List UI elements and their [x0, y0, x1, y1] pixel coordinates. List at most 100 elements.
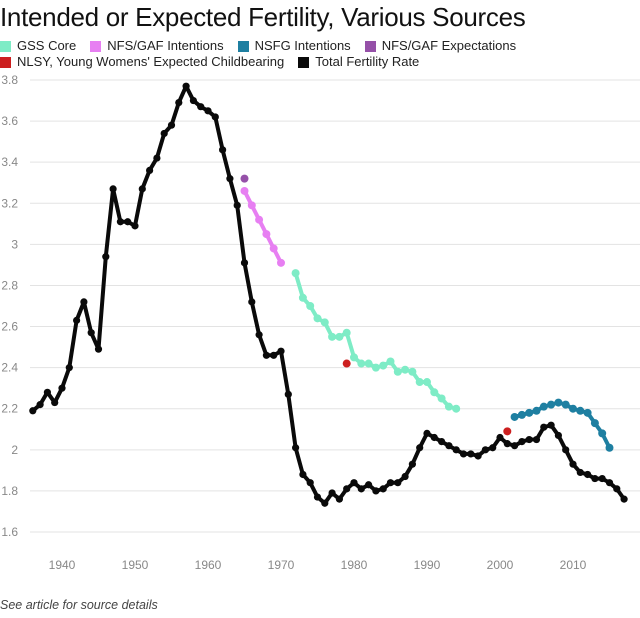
data-point-nsfg-intentions[interactable]	[569, 404, 577, 413]
data-point-total-fertility-rate[interactable]	[219, 146, 227, 154]
data-point-nsfg-intentions[interactable]	[547, 400, 556, 409]
data-point-total-fertility-rate[interactable]	[73, 316, 81, 324]
data-point-total-fertility-rate[interactable]	[58, 384, 66, 392]
data-point-total-fertility-rate[interactable]	[146, 166, 154, 174]
data-point-gss-core[interactable]	[430, 388, 439, 397]
data-point-gss-core[interactable]	[342, 328, 351, 337]
data-point-gss-core[interactable]	[452, 404, 461, 413]
data-point-total-fertility-rate[interactable]	[306, 479, 314, 487]
data-point-total-fertility-rate[interactable]	[277, 347, 285, 355]
data-point-gss-core[interactable]	[335, 332, 344, 341]
data-point-total-fertility-rate[interactable]	[233, 201, 241, 209]
data-point-gss-core[interactable]	[437, 394, 446, 403]
data-point-total-fertility-rate[interactable]	[423, 429, 431, 437]
data-point-total-fertility-rate[interactable]	[452, 446, 460, 454]
data-point-total-fertility-rate[interactable]	[102, 253, 110, 261]
data-point-gss-core[interactable]	[350, 353, 358, 362]
data-point-gss-core[interactable]	[371, 363, 380, 372]
data-point-total-fertility-rate[interactable]	[438, 438, 446, 446]
data-point-total-fertility-rate[interactable]	[401, 472, 409, 481]
data-point-total-fertility-rate[interactable]	[416, 444, 424, 452]
data-point-gss-core[interactable]	[313, 314, 322, 323]
data-point-total-fertility-rate[interactable]	[445, 442, 453, 450]
data-point-total-fertility-rate[interactable]	[532, 435, 541, 444]
data-point-gss-core[interactable]	[386, 357, 395, 366]
data-point-total-fertility-rate[interactable]	[576, 468, 584, 477]
data-point-total-fertility-rate[interactable]	[350, 479, 358, 487]
data-point-total-fertility-rate[interactable]	[605, 479, 614, 487]
data-point-total-fertility-rate[interactable]	[408, 460, 416, 468]
data-point-total-fertility-rate[interactable]	[313, 493, 322, 501]
data-point-total-fertility-rate[interactable]	[182, 82, 190, 90]
data-point-nsfg-intentions[interactable]	[583, 408, 592, 417]
data-point-total-fertility-rate[interactable]	[525, 435, 533, 444]
data-point-total-fertility-rate[interactable]	[124, 218, 132, 226]
data-point-nsfg-intentions[interactable]	[605, 443, 614, 452]
data-point-total-fertility-rate[interactable]	[562, 446, 570, 454]
data-point-total-fertility-rate[interactable]	[226, 175, 234, 183]
data-point-total-fertility-rate[interactable]	[489, 444, 497, 452]
data-point-gss-core[interactable]	[291, 269, 300, 278]
data-point-total-fertility-rate[interactable]	[569, 460, 577, 468]
data-point-nfs-gaf-intentions[interactable]	[269, 244, 278, 253]
data-point-total-fertility-rate[interactable]	[87, 329, 95, 337]
data-point-total-fertility-rate[interactable]	[540, 423, 548, 431]
data-point-total-fertility-rate[interactable]	[467, 450, 475, 458]
data-point-total-fertility-rate[interactable]	[481, 446, 489, 454]
data-point-total-fertility-rate[interactable]	[204, 107, 212, 115]
data-point-total-fertility-rate[interactable]	[591, 474, 599, 483]
data-point-nlsy-young-womens-expected-childbearing[interactable]	[503, 427, 512, 436]
data-point-total-fertility-rate[interactable]	[270, 351, 278, 359]
data-point-total-fertility-rate[interactable]	[328, 489, 336, 497]
data-point-nsfg-intentions[interactable]	[525, 408, 534, 417]
data-point-total-fertility-rate[interactable]	[116, 218, 124, 226]
data-point-total-fertility-rate[interactable]	[189, 96, 197, 105]
data-point-total-fertility-rate[interactable]	[299, 470, 307, 479]
data-point-gss-core[interactable]	[393, 367, 402, 376]
data-point-nfs-gaf-intentions[interactable]	[240, 186, 249, 195]
data-point-total-fertility-rate[interactable]	[80, 298, 88, 306]
legend-item-total-fertility-rate[interactable]: Total Fertility Rate	[298, 54, 419, 70]
data-point-nfs-gaf-expectations[interactable]	[240, 174, 249, 183]
data-point-total-fertility-rate[interactable]	[518, 438, 526, 446]
data-point-total-fertility-rate[interactable]	[167, 121, 176, 129]
data-point-total-fertility-rate[interactable]	[343, 485, 351, 493]
data-point-nsfg-intentions[interactable]	[561, 400, 570, 409]
data-point-gss-core[interactable]	[401, 365, 410, 374]
data-point-gss-core[interactable]	[298, 293, 307, 302]
data-point-total-fertility-rate[interactable]	[255, 331, 263, 339]
data-point-total-fertility-rate[interactable]	[357, 485, 365, 493]
data-point-total-fertility-rate[interactable]	[262, 351, 270, 359]
data-point-total-fertility-rate[interactable]	[197, 103, 205, 111]
data-point-nsfg-intentions[interactable]	[590, 419, 599, 428]
data-point-nsfg-intentions[interactable]	[539, 402, 548, 411]
data-point-nfs-gaf-intentions[interactable]	[262, 230, 271, 239]
data-point-total-fertility-rate[interactable]	[503, 440, 511, 448]
data-point-gss-core[interactable]	[423, 378, 431, 387]
data-point-total-fertility-rate[interactable]	[65, 364, 73, 372]
data-point-nsfg-intentions[interactable]	[517, 410, 526, 419]
data-point-total-fertility-rate[interactable]	[175, 99, 183, 107]
data-point-nsfg-intentions[interactable]	[576, 406, 585, 415]
data-point-total-fertility-rate[interactable]	[620, 495, 628, 503]
data-point-gss-core[interactable]	[306, 302, 315, 310]
data-point-total-fertility-rate[interactable]	[36, 401, 44, 409]
data-point-gss-core[interactable]	[328, 332, 337, 341]
data-point-total-fertility-rate[interactable]	[386, 479, 395, 487]
data-point-gss-core[interactable]	[320, 318, 329, 327]
data-point-total-fertility-rate[interactable]	[372, 487, 380, 495]
data-point-total-fertility-rate[interactable]	[284, 390, 292, 398]
legend-item-nfs-gaf-intentions[interactable]: NFS/GAF Intentions	[90, 38, 224, 54]
data-point-total-fertility-rate[interactable]	[459, 450, 468, 458]
data-point-total-fertility-rate[interactable]	[365, 481, 373, 489]
data-point-gss-core[interactable]	[408, 367, 417, 376]
data-point-gss-core[interactable]	[364, 359, 373, 368]
data-point-total-fertility-rate[interactable]	[29, 407, 37, 415]
data-point-total-fertility-rate[interactable]	[335, 495, 343, 503]
data-point-total-fertility-rate[interactable]	[598, 474, 606, 483]
data-point-total-fertility-rate[interactable]	[51, 398, 59, 407]
data-point-gss-core[interactable]	[357, 359, 366, 368]
data-point-nsfg-intentions[interactable]	[598, 429, 607, 438]
data-point-total-fertility-rate[interactable]	[160, 129, 168, 138]
data-point-total-fertility-rate[interactable]	[394, 479, 402, 487]
